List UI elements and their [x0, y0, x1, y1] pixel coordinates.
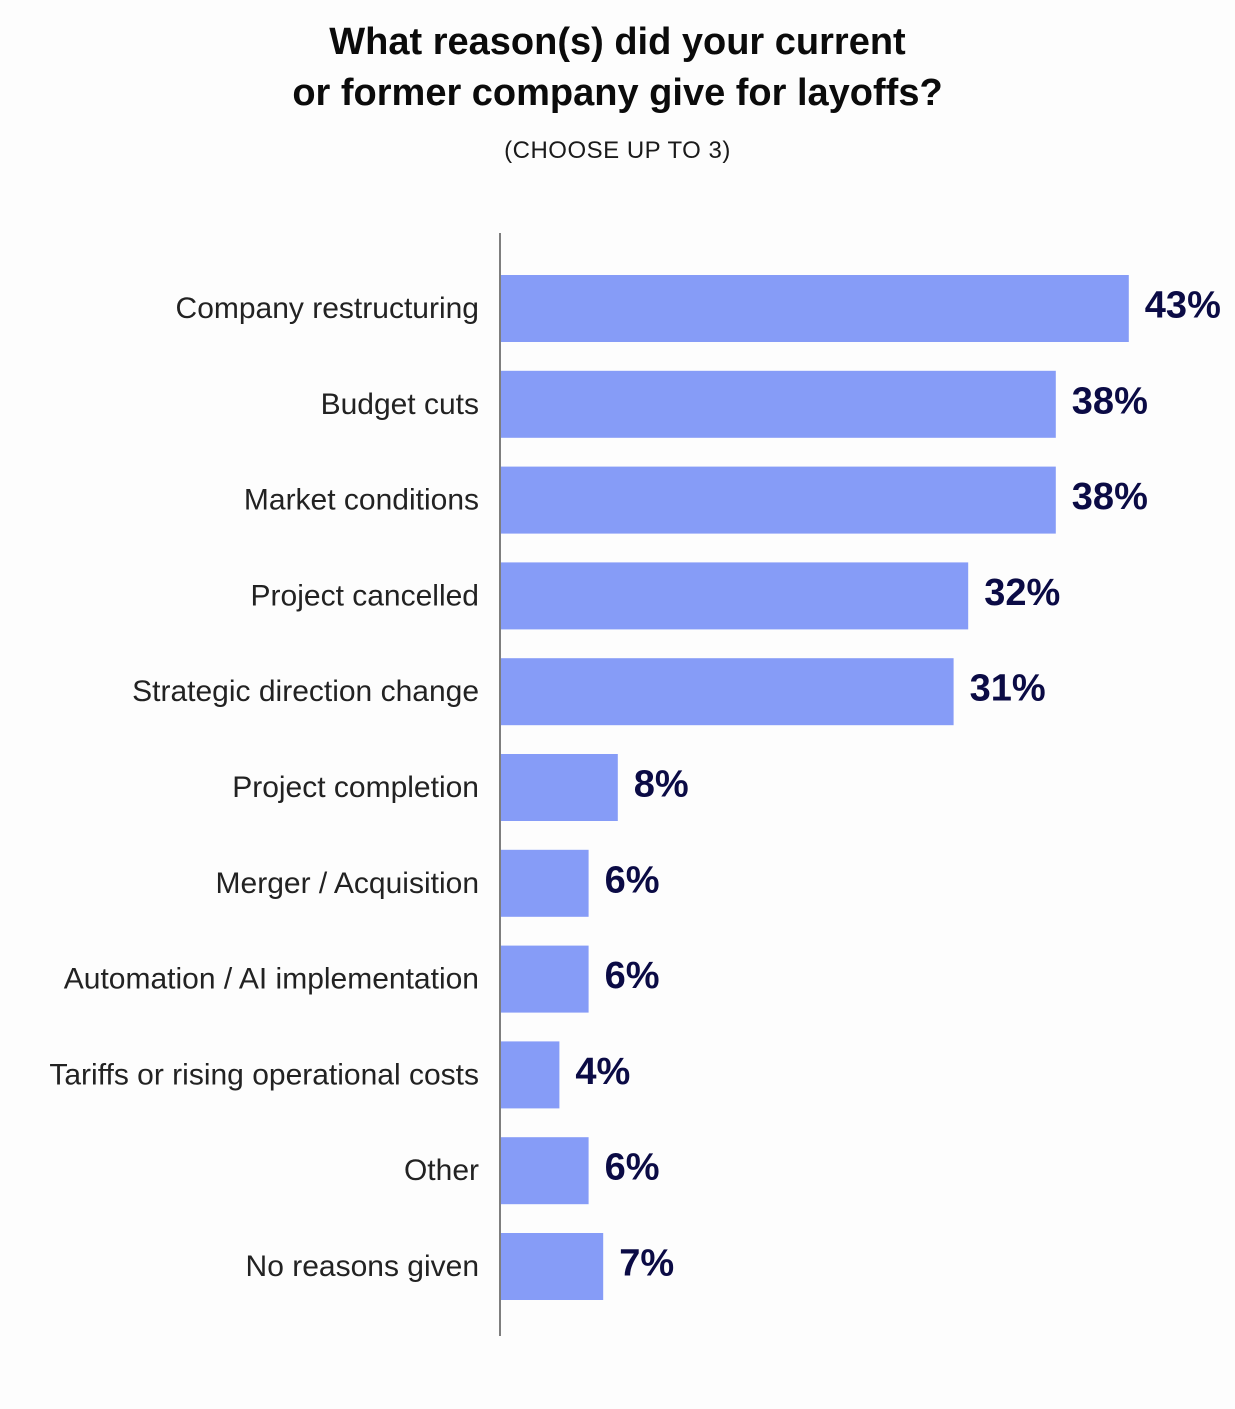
category-label: Project cancelled	[251, 579, 479, 612]
value-label: 31%	[970, 668, 1046, 710]
bar	[501, 1041, 560, 1109]
value-label: 6%	[605, 955, 660, 997]
category-label: Company restructuring	[176, 292, 479, 325]
chart-subtitle: (CHOOSE UP TO 3)	[504, 137, 731, 164]
value-label: 6%	[605, 1147, 660, 1189]
category-label: Automation / AI implementation	[64, 963, 479, 996]
value-label: 38%	[1072, 476, 1148, 518]
value-label: 6%	[605, 859, 660, 901]
value-label: 32%	[984, 572, 1060, 614]
bar	[501, 1233, 604, 1300]
category-label: Project completion	[232, 771, 479, 804]
bar	[501, 562, 969, 630]
value-label: 7%	[619, 1243, 674, 1285]
bar	[501, 658, 954, 726]
bar	[501, 945, 589, 1013]
category-labels-group: Company restructuring Budget cuts Market c…	[49, 292, 479, 1283]
value-label: 8%	[634, 764, 689, 806]
value-label: 43%	[1145, 285, 1221, 327]
category-label: Market conditions	[244, 484, 479, 517]
category-label: Strategic direction change	[132, 675, 479, 708]
bar	[501, 849, 589, 917]
bar	[501, 1137, 589, 1205]
value-labels-group: 43% 38% 38% 32% 31% 8% 6% 6% 4% 6% 7%	[575, 285, 1220, 1285]
bar	[501, 466, 1056, 534]
value-label: 38%	[1072, 380, 1148, 422]
bar	[501, 370, 1056, 438]
bar	[501, 275, 1129, 342]
category-label: No reasons given	[246, 1250, 479, 1283]
chart-title-line-1: What reason(s) did your current	[329, 21, 906, 63]
bar	[501, 754, 618, 821]
category-label: Other	[404, 1154, 479, 1187]
category-label: Budget cuts	[321, 388, 479, 421]
chart-title-line-2: or former company give for layoffs?	[292, 72, 943, 114]
category-label: Merger / Acquisition	[216, 867, 479, 900]
value-label: 4%	[575, 1051, 630, 1093]
bars-group	[501, 275, 1129, 1300]
category-label: Tariffs or rising operational costs	[49, 1058, 479, 1091]
